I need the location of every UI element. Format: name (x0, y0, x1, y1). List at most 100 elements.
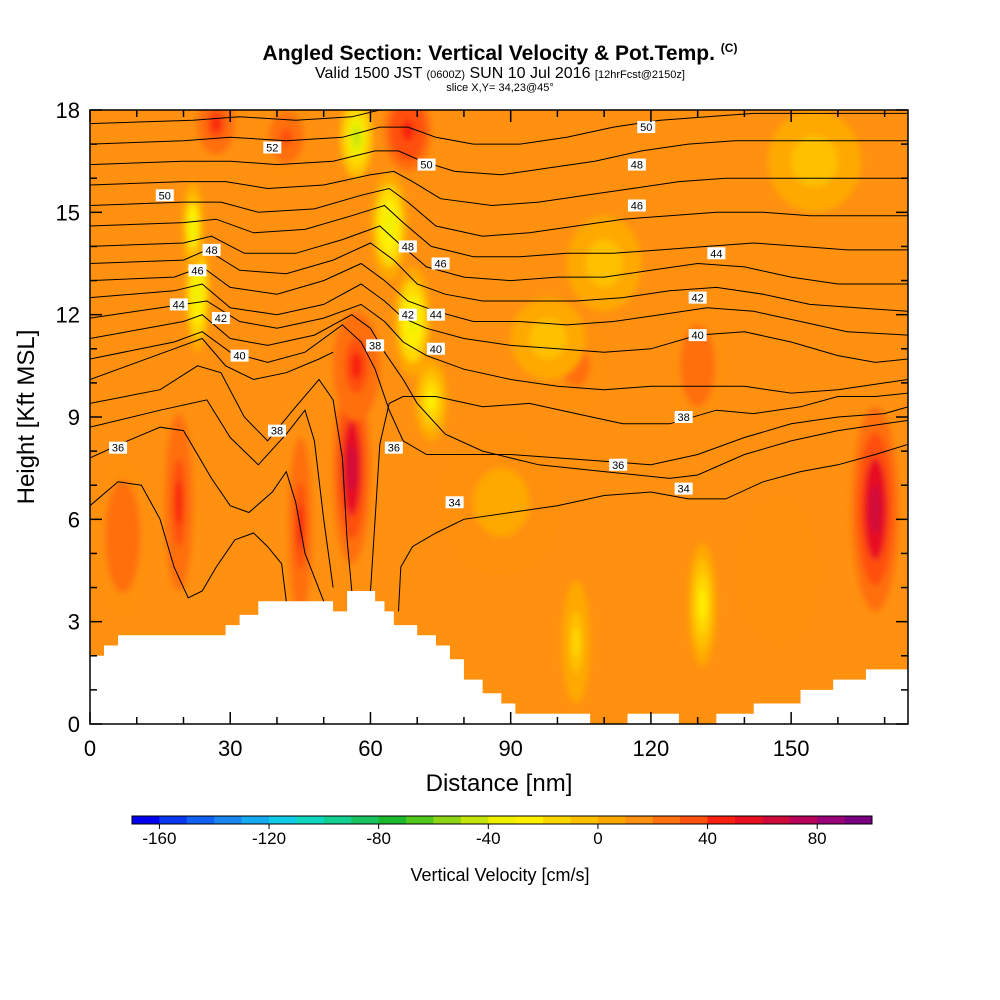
slice-info: slice X,Y= 34,23@45° (446, 82, 554, 94)
y-tick-label: 0 (68, 712, 80, 737)
theta-label: 42 (402, 310, 414, 322)
y-axis-label: Height [Kft MSL] (13, 330, 40, 505)
colorbar-tick-label: -120 (252, 829, 286, 848)
colorbar-tick-label: -40 (476, 829, 501, 848)
theta-label-box (674, 411, 693, 423)
colorbar-swatch (269, 816, 297, 824)
colorbar-swatch (241, 816, 270, 824)
valid-time: Valid 1500 JST (315, 65, 423, 82)
valid-utc: (0600Z) (426, 69, 466, 81)
theta-label-box (707, 247, 726, 260)
theta-label-box (384, 441, 403, 454)
theta-label-box (155, 189, 174, 202)
chart-title-unit: (C) (720, 41, 738, 55)
theta-label: 50 (159, 190, 171, 202)
theta-label: 50 (420, 160, 432, 172)
velocity-cell (211, 115, 221, 132)
colorbar-swatch (707, 816, 736, 824)
theta-label: 38 (678, 412, 690, 424)
velocity-cell (698, 589, 706, 620)
velocity-cell (538, 328, 558, 349)
theta-label-box (366, 339, 385, 352)
colorbar-swatch (132, 816, 160, 824)
theta-label-box (627, 199, 646, 212)
colorbar-swatch (789, 816, 818, 824)
velocity-cell (802, 148, 827, 174)
theta-label: 44 (710, 248, 722, 260)
x-axis-label: Distance [nm] (426, 770, 573, 797)
velocity-cell (116, 517, 129, 556)
theta-label: 34 (448, 497, 460, 509)
velocity-cell (384, 212, 394, 240)
velocity-cell (427, 389, 436, 411)
theta-label: 42 (215, 313, 227, 325)
theta-label-box (417, 158, 436, 171)
theta-label-box (426, 342, 445, 355)
theta-label-box (431, 257, 450, 270)
terrain (90, 590, 908, 724)
theta-label: 52 (266, 143, 278, 155)
velocity-cell (767, 553, 787, 588)
colorbar-label: Vertical Velocity [cm/s] (410, 865, 589, 885)
theta-label: 48 (402, 241, 414, 253)
theta-label-box (627, 158, 646, 171)
theta-label-box (109, 441, 128, 454)
x-tick-label: 150 (773, 736, 810, 761)
colorbar-swatch (323, 816, 352, 824)
theta-label: 38 (369, 340, 381, 352)
y-tick-label: 3 (68, 610, 80, 635)
velocity-cell (572, 626, 580, 658)
theta-label-box (230, 349, 249, 362)
colorbar-swatch (734, 816, 763, 824)
chart-title-block: Angled Section: Vertical Velocity & Pot.… (0, 36, 1000, 94)
colorbar-swatch (762, 816, 791, 824)
velocity-cell (350, 352, 363, 380)
velocity-cell (869, 483, 882, 535)
y-tick-label: 6 (68, 507, 80, 532)
theta-label-box (169, 298, 188, 311)
theta-label-box (674, 482, 693, 495)
x-tick-label: 60 (358, 736, 382, 761)
theta-label-box (211, 312, 230, 325)
theta-label: 40 (692, 330, 704, 342)
theta-contour-line (90, 242, 908, 312)
theta-label-box (267, 424, 286, 437)
y-tick-label: 12 (56, 303, 80, 328)
theta-label-box (398, 240, 417, 253)
colorbar-swatch (433, 816, 462, 824)
colorbar-swatch (460, 816, 489, 824)
theta-contour-line (90, 140, 908, 176)
y-tick-label: 15 (56, 200, 80, 225)
colorbar-tick-label: -80 (366, 829, 391, 848)
colorbar-tick-label: 40 (698, 829, 717, 848)
colorbar-tick-label: -160 (142, 829, 176, 848)
theta-label-box (688, 291, 707, 304)
colorbar-swatch (597, 816, 626, 824)
x-tick-label: 120 (633, 736, 670, 761)
theta-label-box (426, 308, 445, 321)
colorbar-swatch (515, 816, 544, 824)
colorbar-swatch (488, 816, 517, 824)
colorbar-swatch (844, 816, 873, 824)
theta-label: 38 (271, 426, 283, 438)
theta-contour-line (90, 225, 908, 285)
theta-label: 36 (612, 460, 624, 472)
theta-label: 46 (631, 201, 643, 213)
theta-contour-line (90, 283, 908, 363)
theta-label-box (263, 141, 282, 154)
velocity-cell (487, 485, 516, 520)
theta-contour-line (90, 481, 287, 602)
colorbar-swatch (351, 816, 380, 824)
theta-label: 48 (631, 160, 643, 172)
colorbar-swatch (159, 816, 188, 824)
colorbar-swatch (570, 816, 599, 824)
velocity-cell (594, 251, 614, 276)
x-tick-label: 0 (84, 736, 96, 761)
theta-label-box (202, 243, 221, 256)
theta-label: 50 (640, 122, 652, 134)
theta-contour-line (90, 112, 908, 145)
theta-contour-line (90, 365, 353, 592)
theta-label: 44 (430, 310, 442, 322)
theta-label-box (445, 496, 464, 509)
